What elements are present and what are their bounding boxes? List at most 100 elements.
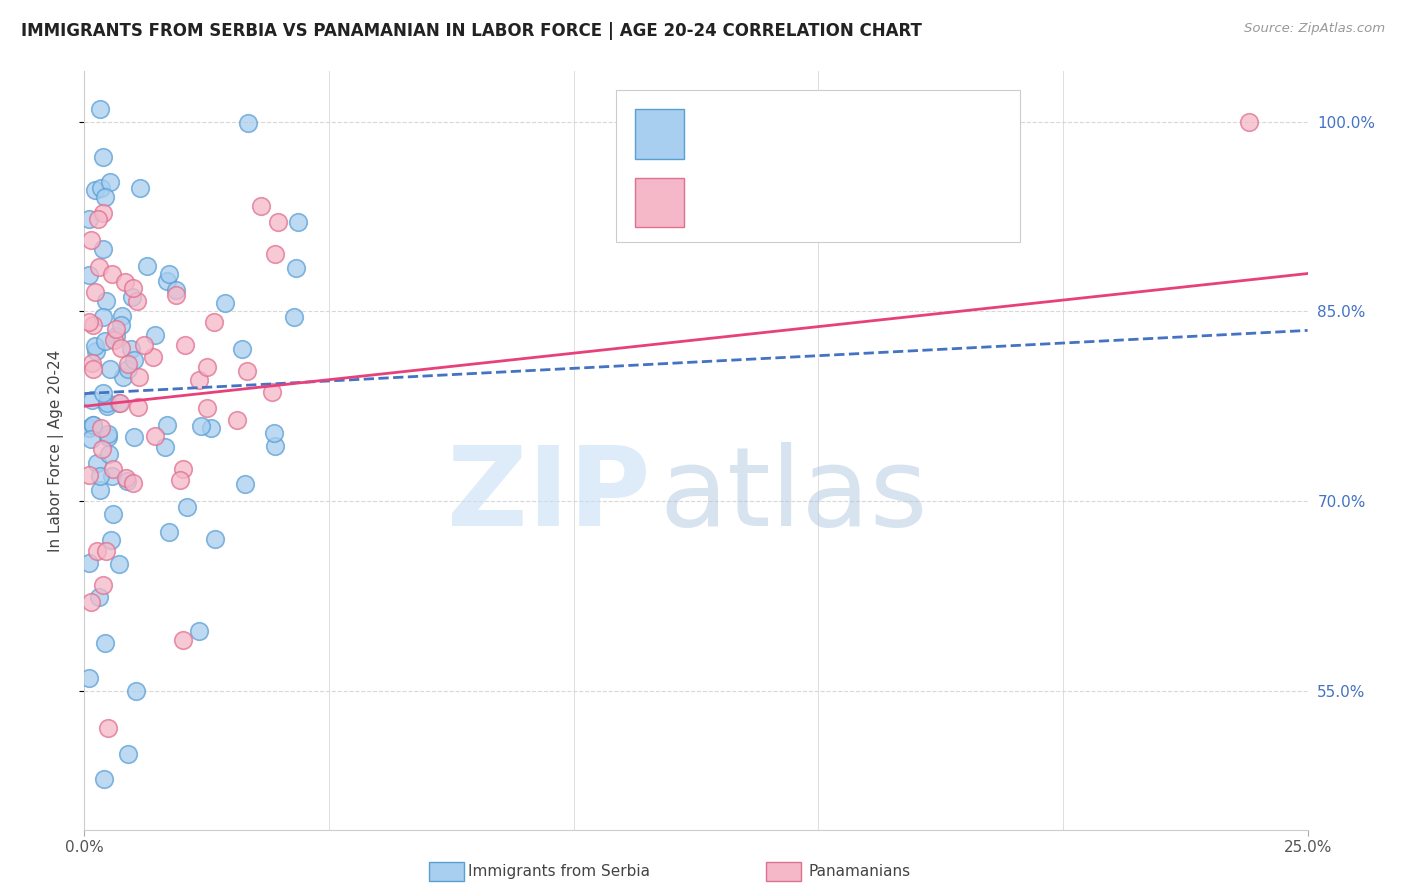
Point: [117, 358, 139, 372]
Point: [84, 344, 107, 359]
Text: ZIP: ZIP: [447, 442, 651, 549]
Point: [77, 421, 100, 435]
Point: [82, 417, 104, 432]
Point: [121, 290, 143, 304]
Point: [111, 309, 134, 323]
Point: [94, 334, 117, 349]
Point: [94, 294, 117, 309]
Point: [108, 396, 131, 410]
Point: [214, 296, 236, 310]
Point: [91, 150, 114, 164]
Point: [202, 315, 225, 329]
Point: [86, 456, 108, 470]
Point: [96, 544, 118, 558]
Point: [91, 386, 114, 401]
Point: [97, 430, 120, 444]
Point: [96, 396, 118, 410]
Point: [104, 328, 127, 343]
Point: [108, 396, 131, 410]
Point: [90, 180, 112, 194]
Point: [110, 341, 132, 355]
FancyBboxPatch shape: [616, 90, 1021, 242]
Point: [77, 467, 100, 482]
Point: [263, 426, 285, 441]
Point: [155, 417, 177, 432]
Point: [157, 267, 180, 281]
Point: [110, 318, 132, 332]
Point: [94, 636, 117, 650]
Point: [284, 260, 307, 275]
Point: [117, 362, 139, 376]
Point: [267, 215, 290, 229]
Point: [287, 215, 309, 229]
Point: [79, 234, 101, 248]
Point: [122, 476, 145, 491]
Point: [156, 274, 179, 288]
Point: [101, 462, 124, 476]
Point: [100, 267, 122, 281]
Point: [84, 182, 107, 196]
Point: [84, 338, 107, 352]
Point: [97, 722, 120, 736]
Text: Panamanians: Panamanians: [808, 864, 911, 879]
Point: [129, 181, 152, 195]
Point: [173, 338, 195, 352]
Point: [165, 283, 187, 297]
Point: [120, 342, 142, 356]
Point: [91, 242, 114, 256]
Point: [165, 287, 187, 301]
Point: [172, 462, 194, 476]
Text: R =: R =: [702, 125, 740, 143]
Point: [82, 418, 104, 433]
Point: [176, 500, 198, 514]
Text: N =: N =: [855, 125, 894, 143]
Point: [200, 421, 222, 435]
Point: [187, 373, 209, 387]
Point: [80, 432, 103, 446]
Text: 0.475: 0.475: [758, 193, 814, 211]
Y-axis label: In Labor Force | Age 20-24: In Labor Force | Age 20-24: [48, 350, 63, 551]
Point: [233, 477, 256, 491]
Point: [260, 385, 283, 400]
Point: [80, 595, 103, 609]
Point: [124, 430, 146, 444]
Text: 74: 74: [910, 125, 935, 143]
Point: [115, 470, 138, 484]
Bar: [636, 178, 683, 227]
Point: [91, 578, 114, 592]
Point: [225, 413, 247, 427]
Point: [77, 556, 100, 570]
Point: [236, 116, 259, 130]
Point: [94, 190, 117, 204]
Point: [77, 268, 100, 282]
Point: [103, 507, 125, 521]
Point: [93, 772, 115, 786]
Point: [108, 558, 131, 572]
Point: [89, 468, 111, 483]
Point: [77, 315, 100, 329]
Point: [204, 532, 226, 546]
Text: N =: N =: [855, 193, 894, 211]
Point: [195, 401, 218, 415]
Point: [100, 469, 122, 483]
Point: [82, 318, 104, 333]
Point: [86, 544, 108, 558]
Point: [155, 440, 177, 454]
Point: [125, 294, 148, 309]
Bar: [636, 109, 683, 159]
Point: [77, 671, 100, 685]
Text: 0.015: 0.015: [758, 125, 814, 143]
Point: [231, 342, 253, 356]
Point: [117, 747, 139, 761]
Point: [82, 392, 104, 407]
Point: [98, 447, 121, 461]
Text: R =: R =: [702, 193, 740, 211]
Point: [125, 683, 148, 698]
Point: [86, 211, 108, 226]
Point: [90, 420, 112, 434]
Text: Source: ZipAtlas.com: Source: ZipAtlas.com: [1244, 22, 1385, 36]
Point: [103, 333, 125, 347]
Text: 50: 50: [910, 193, 935, 211]
Point: [169, 473, 191, 487]
Point: [89, 483, 111, 498]
